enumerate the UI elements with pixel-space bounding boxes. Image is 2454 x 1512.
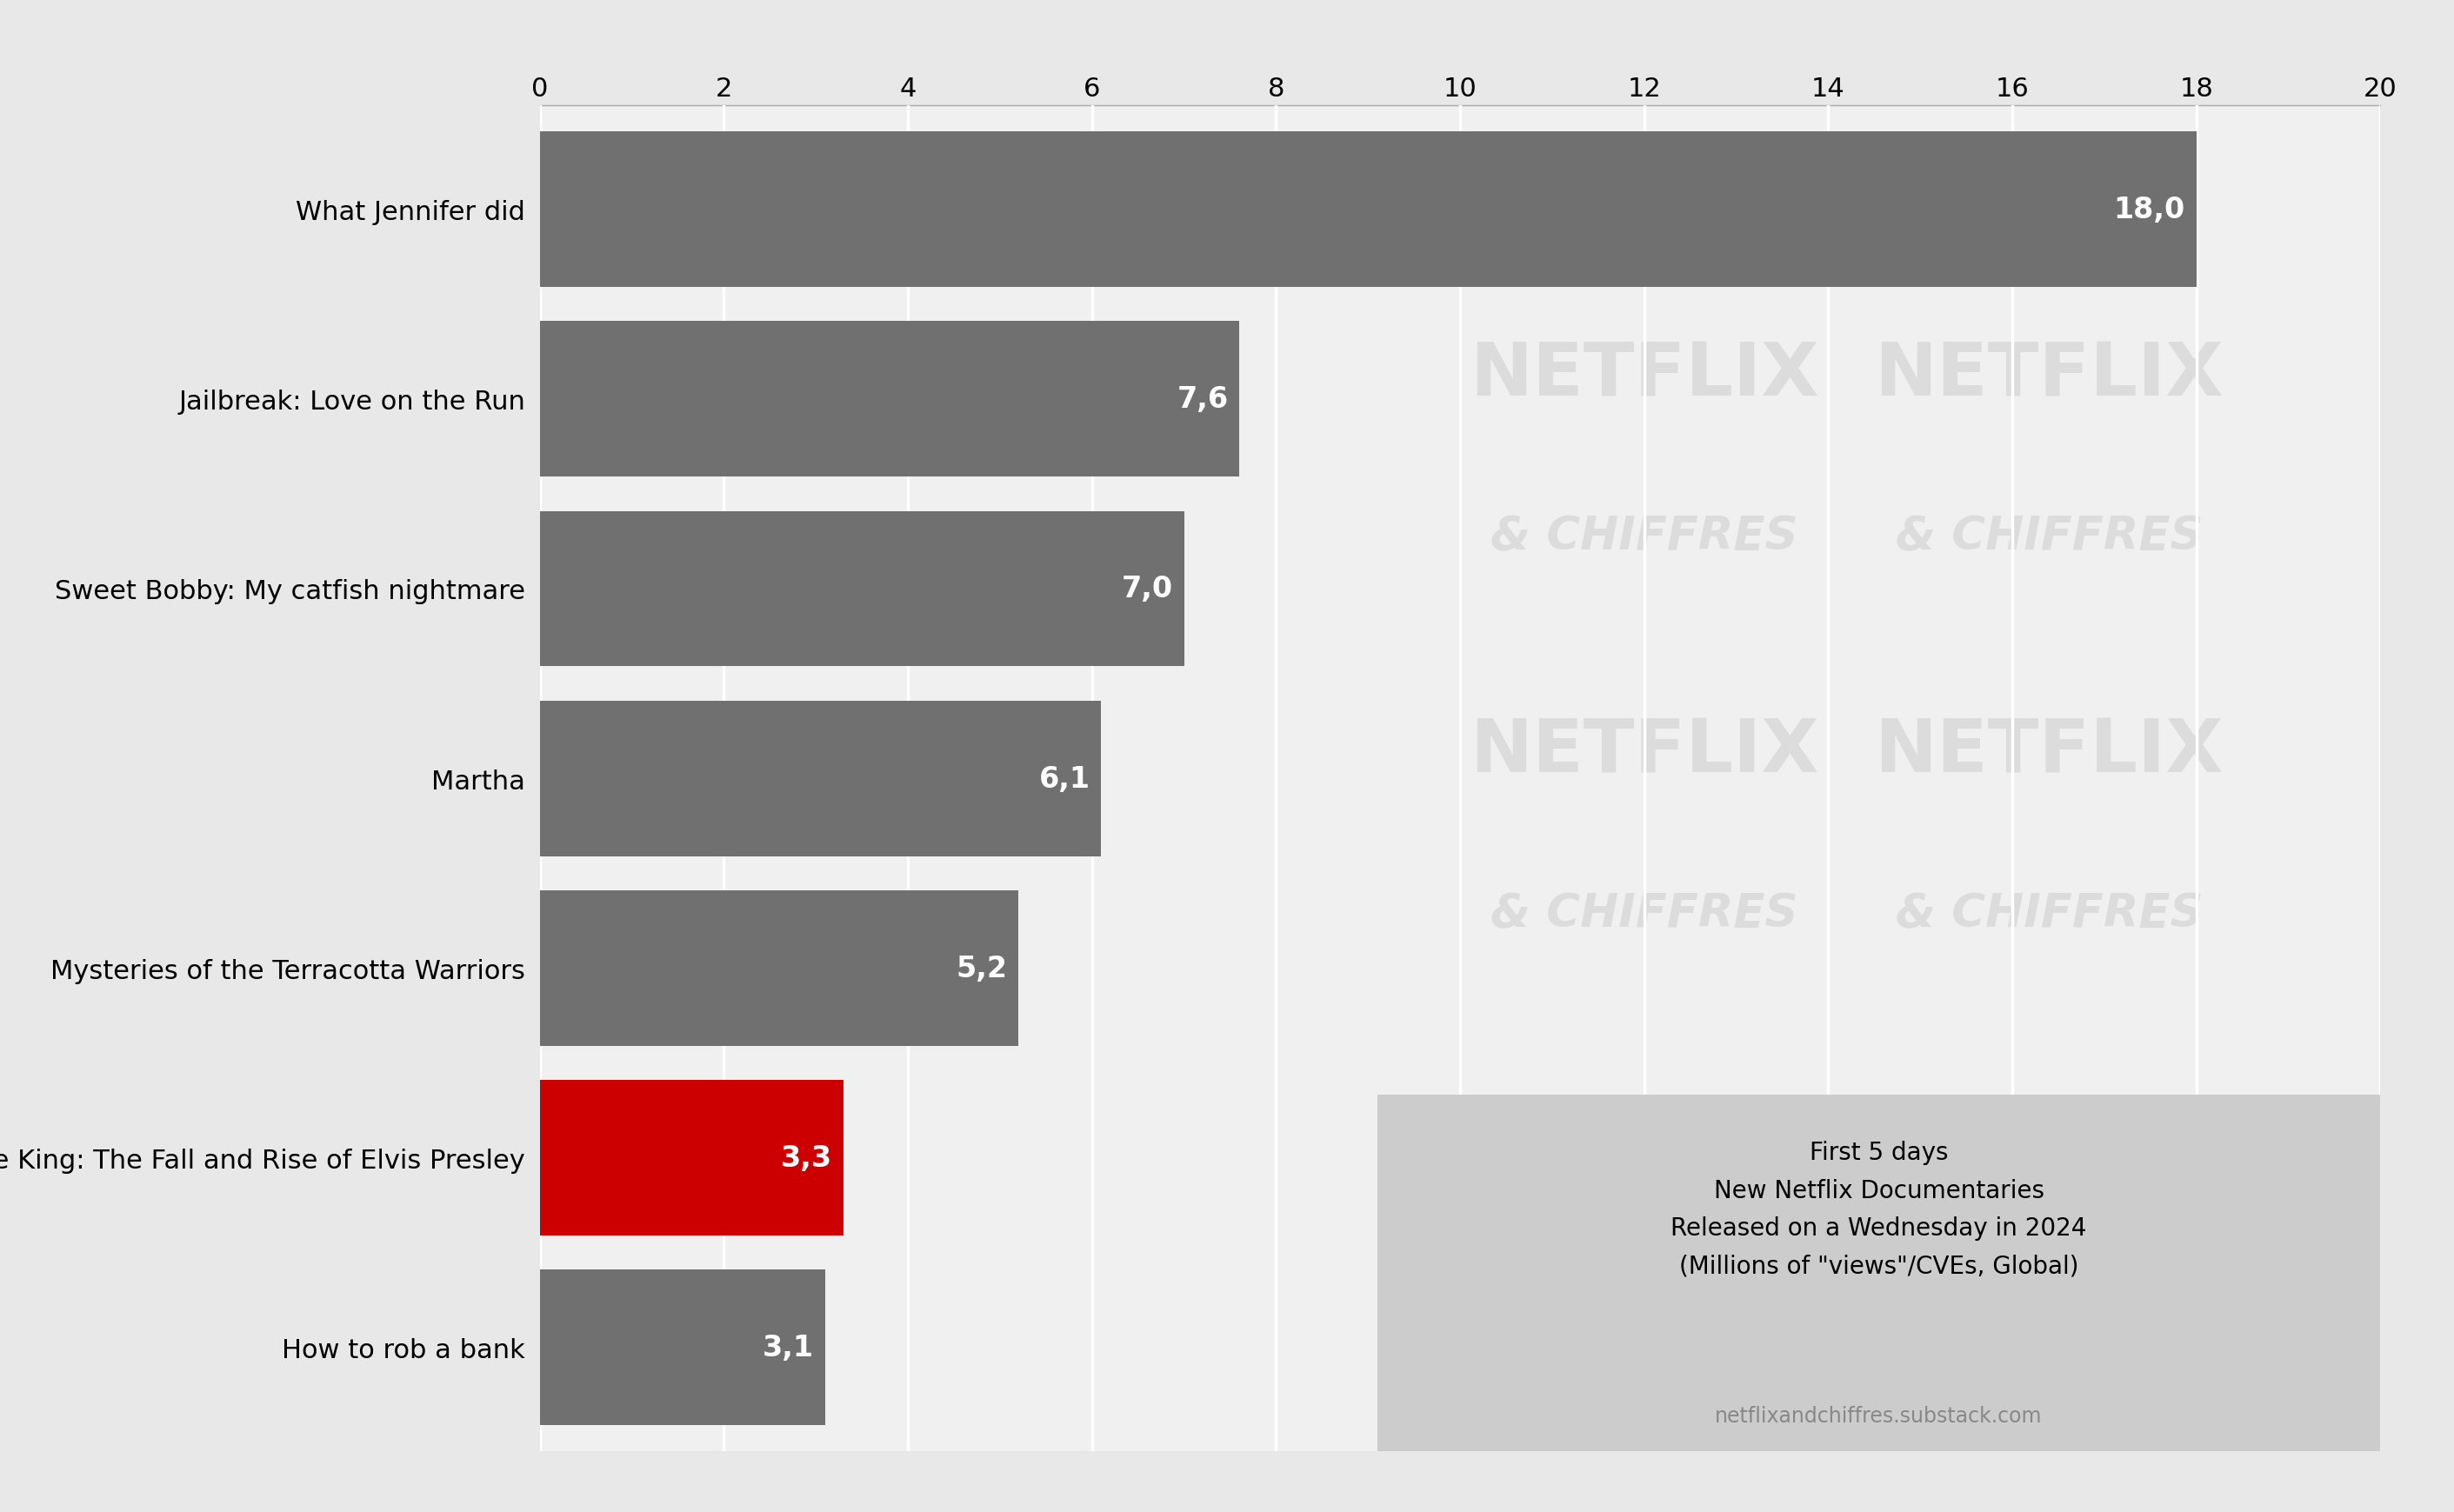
- Text: 18,0: 18,0: [2113, 195, 2187, 224]
- Bar: [540, 133, 2196, 287]
- FancyBboxPatch shape: [1377, 1095, 2380, 1452]
- Text: & CHIFFRES: & CHIFFRES: [1490, 514, 1799, 559]
- Text: & CHIFFRES: & CHIFFRES: [1894, 891, 2204, 936]
- Text: NETFLIX: NETFLIX: [1875, 339, 2223, 411]
- Text: 5,2: 5,2: [957, 954, 1009, 983]
- Text: & CHIFFRES: & CHIFFRES: [1490, 1267, 1799, 1312]
- Text: NETFLIX: NETFLIX: [1875, 715, 2223, 788]
- Text: 7,0: 7,0: [1121, 575, 1173, 603]
- Text: NETFLIX: NETFLIX: [1470, 715, 1818, 788]
- Text: 7,6: 7,6: [1178, 386, 1229, 414]
- Text: NETFLIX: NETFLIX: [1470, 339, 1818, 411]
- Bar: [540, 702, 1102, 856]
- Bar: [540, 1080, 844, 1235]
- Text: & CHIFFRES: & CHIFFRES: [1894, 1267, 2204, 1312]
- Text: 6,1: 6,1: [1038, 765, 1090, 792]
- Bar: [540, 1270, 825, 1424]
- Text: NETFLIX: NETFLIX: [1875, 1093, 2223, 1164]
- Bar: [540, 511, 1185, 667]
- Bar: [540, 891, 1018, 1046]
- Text: First 5 days
New Netflix Documentaries
Released on a Wednesday in 2024
(Millions: First 5 days New Netflix Documentaries R…: [1671, 1140, 2086, 1278]
- Text: netflixandchiffres.substack.com: netflixandchiffres.substack.com: [1715, 1406, 2042, 1426]
- Text: NETFLIX: NETFLIX: [1470, 1093, 1818, 1164]
- Text: 3,1: 3,1: [763, 1334, 815, 1362]
- Text: 3,3: 3,3: [780, 1143, 832, 1172]
- Text: & CHIFFRES: & CHIFFRES: [1490, 891, 1799, 936]
- Text: & CHIFFRES: & CHIFFRES: [1894, 514, 2204, 559]
- Bar: [540, 322, 1239, 478]
